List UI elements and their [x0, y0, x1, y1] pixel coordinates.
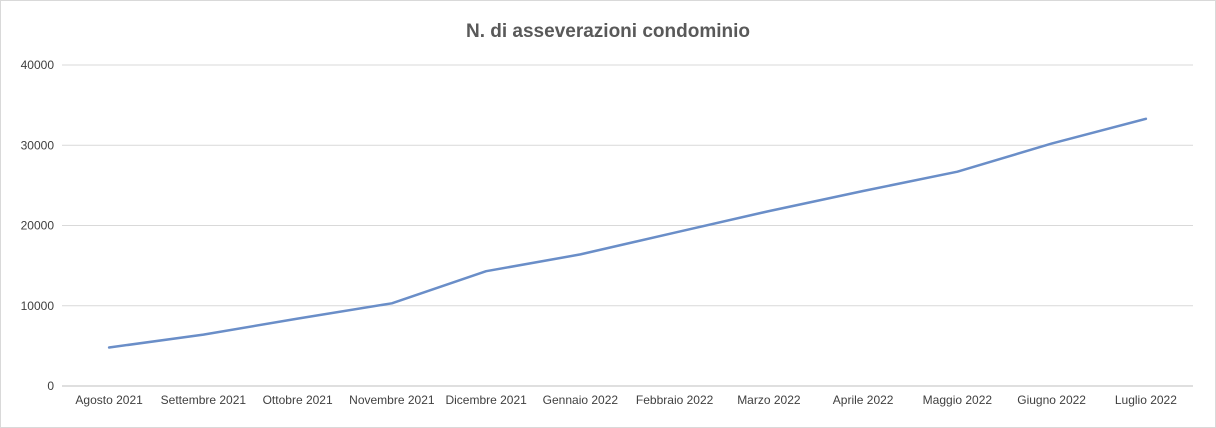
- x-tick-label: Novembre 2021: [349, 393, 435, 407]
- x-tick-label: Ottobre 2021: [263, 393, 333, 407]
- y-tick-label: 0: [47, 379, 54, 393]
- x-tick-label: Luglio 2022: [1115, 393, 1177, 407]
- x-tick-label: Maggio 2022: [923, 393, 993, 407]
- chart-title: N. di asseverazioni condominio: [465, 21, 750, 42]
- y-tick-label: 10000: [21, 299, 55, 313]
- x-tick-label: Settembre 2021: [161, 393, 247, 407]
- x-axis-tick-labels: Agosto 2021 Settembre 2021 Ottobre 2021 Nov…: [75, 393, 1177, 407]
- y-axis-tick-labels: 0 10000 20000 30000 40000: [21, 58, 55, 393]
- x-tick-label: Marzo 2022: [737, 393, 801, 407]
- x-tick-label: Dicembre 2021: [445, 393, 527, 407]
- y-tick-label: 20000: [21, 219, 55, 233]
- x-tick-label: Agosto 2021: [75, 393, 143, 407]
- x-tick-label: Aprile 2022: [833, 393, 894, 407]
- y-tick-label: 30000: [21, 138, 55, 152]
- series-lines: [107, 117, 1148, 349]
- x-tick-label: Giugno 2022: [1017, 393, 1086, 407]
- x-tick-label: Gennaio 2022: [543, 393, 619, 407]
- x-tick-label: Febbraio 2022: [636, 393, 714, 407]
- y-tick-label: 40000: [21, 58, 55, 72]
- gridlines: [62, 64, 1193, 307]
- series-line-0: [107, 117, 1148, 349]
